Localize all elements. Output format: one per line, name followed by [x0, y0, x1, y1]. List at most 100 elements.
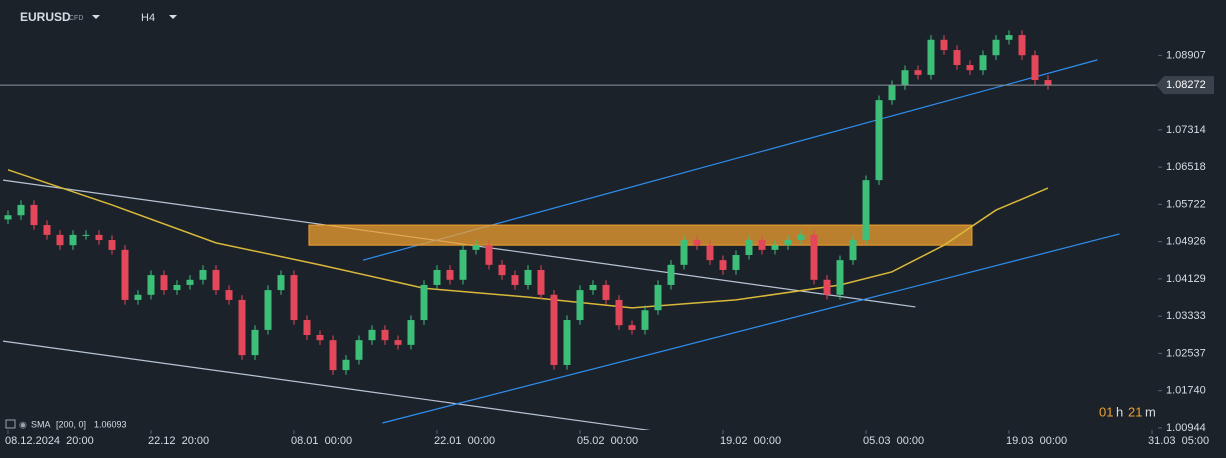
candle-body: [849, 240, 857, 261]
candle-body: [641, 310, 649, 330]
candle-body: [30, 204, 38, 226]
candle-body: [472, 245, 480, 250]
candle-body: [1005, 35, 1013, 40]
timeframe-dropdown[interactable]: [169, 15, 177, 19]
x-tick-label: 05.02 00:00: [577, 435, 638, 447]
x-tick-label: 22.01 00:00: [434, 435, 495, 447]
x-tick-label: 05.03 00:00: [863, 435, 924, 447]
indicator-icon[interactable]: [5, 419, 16, 429]
candle-body: [303, 320, 311, 336]
candle-body: [979, 55, 987, 71]
candle-body: [654, 284, 662, 311]
market: CFD: [69, 15, 83, 22]
candle-body: [1018, 35, 1026, 56]
y-tick-label: 1.06518: [1166, 161, 1206, 173]
indicator-value: 1.06093: [94, 419, 127, 429]
zone: [308, 224, 973, 246]
candle-body: [797, 234, 805, 241]
candle-body: [693, 240, 701, 246]
y-tick-label: 1.02537: [1166, 347, 1206, 359]
candle-body: [329, 340, 337, 371]
y-tick-label: 1.03333: [1166, 310, 1206, 322]
candle-body: [862, 180, 870, 241]
candle-body: [602, 284, 610, 300]
countdown-h: h: [1116, 404, 1123, 419]
last-price-label: 1.08272: [1166, 79, 1206, 91]
candle-body: [277, 275, 285, 291]
trendline: [2, 340, 651, 430]
candle-body: [290, 275, 298, 321]
trendline: [382, 233, 1120, 424]
candle-body: [43, 225, 51, 235]
candle-body: [498, 264, 506, 276]
candle-body: [69, 234, 77, 246]
candle-body: [134, 294, 142, 300]
x-tick-label: 31.03 05:00: [1148, 435, 1209, 447]
candle-body: [1031, 55, 1039, 81]
candle-body: [147, 275, 155, 295]
countdown-minutes: 21: [1128, 404, 1142, 419]
candle-body: [758, 240, 766, 250]
x-tick-label: 08.12.2024 20:00: [5, 435, 94, 447]
candle-body: [407, 320, 415, 345]
candle-body: [108, 240, 116, 250]
candle-body: [576, 290, 584, 321]
y-tick-label: 1.07314: [1166, 124, 1206, 136]
candle-body: [706, 245, 714, 261]
indicator-params: [200, 0]: [56, 419, 86, 429]
candle-body: [173, 284, 181, 291]
candle-body: [537, 269, 545, 295]
symbol-dropdown[interactable]: [92, 15, 100, 19]
candle-body: [251, 329, 259, 356]
x-tick-label: 19.02 00:00: [720, 435, 781, 447]
candle-body: [745, 240, 753, 256]
candle-body: [875, 100, 883, 181]
candle-body: [82, 234, 90, 236]
candle-body: [914, 70, 922, 75]
candle-body: [784, 240, 792, 246]
candle-body: [238, 299, 246, 356]
candle-body: [56, 234, 64, 246]
timeframe[interactable]: H4: [141, 12, 155, 24]
candle-body: [680, 240, 688, 265]
candle-body: [966, 65, 974, 71]
candle-body: [940, 39, 948, 51]
candle-body: [836, 260, 844, 295]
candle-body: [394, 340, 402, 345]
candle-body: [732, 255, 740, 270]
candle-body: [316, 335, 324, 341]
x-tick-label: 08.01 00:00: [291, 435, 352, 447]
candle-body: [953, 50, 961, 66]
candle-body: [901, 70, 909, 86]
candle-body: [810, 234, 818, 280]
candle-body: [95, 234, 103, 241]
candle-body: [381, 329, 389, 341]
plot: [2, 30, 1120, 430]
candle-body: [186, 279, 194, 285]
y-tick-label: 1.05722: [1166, 198, 1206, 210]
candle-body: [550, 294, 558, 365]
candle-body: [888, 85, 896, 101]
candle-body: [823, 279, 831, 295]
axes: 1.08907 1.07314 1.06518 1.05722 1.04926 1.041…: [0, 49, 1214, 447]
candle-body: [628, 325, 636, 330]
candle-body: [264, 290, 272, 330]
candle-body: [589, 284, 597, 291]
symbol[interactable]: EURUSD: [20, 10, 71, 24]
candle-body: [615, 299, 623, 326]
candle-body: [927, 39, 935, 75]
candle-body: [212, 269, 220, 291]
candle-body: [17, 204, 25, 216]
candle-body: [355, 340, 363, 360]
candle-body: [511, 275, 519, 285]
candle-body: [563, 320, 571, 365]
candle-body: [225, 290, 233, 300]
indicator-name: SMA: [31, 419, 51, 429]
candle-body: [485, 245, 493, 265]
x-tick-label: 19.03 00:00: [1006, 435, 1067, 447]
candle-body: [446, 269, 454, 280]
indicator-eye[interactable]: ◉: [19, 419, 27, 429]
candle-body: [459, 249, 467, 280]
candle-body: [1044, 80, 1052, 86]
